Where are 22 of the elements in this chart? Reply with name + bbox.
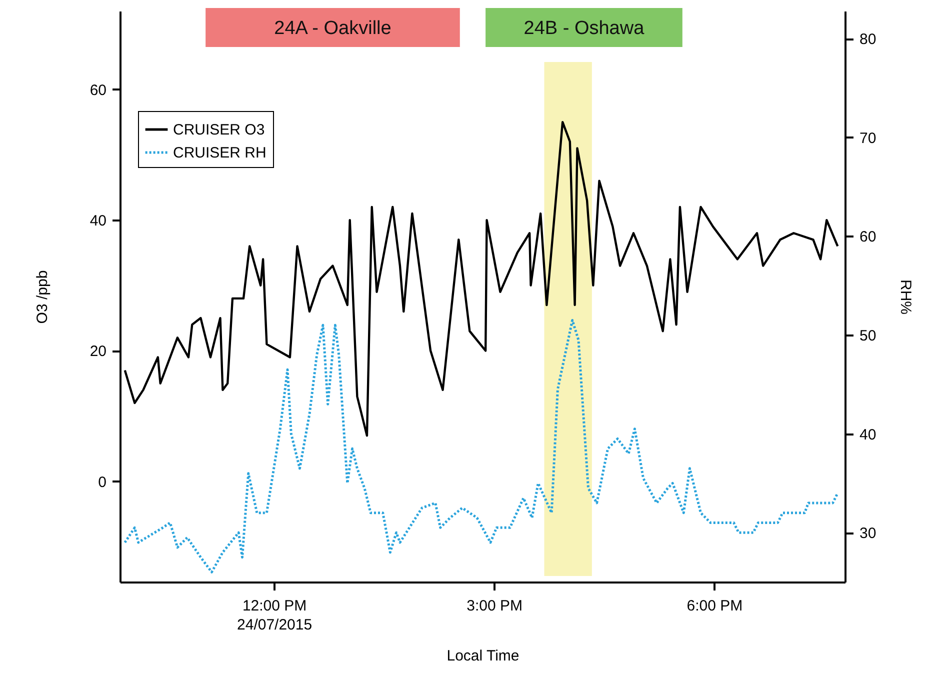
line-series	[124, 120, 839, 437]
y2-tick-label: 30	[860, 525, 876, 542]
y2-tick-label: 80	[860, 31, 876, 48]
band-label: 24A - Oakville	[274, 18, 392, 39]
y-axis-title: O3 /ppb	[34, 270, 51, 324]
y2-axis-title: RH%	[897, 279, 914, 315]
y2-tick-label: 60	[860, 228, 876, 246]
line-series	[124, 318, 839, 574]
x-axis-title: Local Time	[446, 648, 520, 664]
legend-label: CRUISER RH	[173, 144, 266, 162]
y2-tick-label: 50	[860, 328, 876, 345]
y2-tick-label: 70	[860, 130, 876, 147]
y-tick-label: 40	[90, 212, 106, 230]
band-label: 24B - Oshawa	[524, 18, 645, 39]
y-tick-label: 20	[90, 343, 106, 360]
y-tick-label: 0	[98, 474, 106, 491]
y-tick-label: 60	[90, 82, 106, 99]
legend-label: CRUISER O3	[173, 122, 265, 138]
x-tick-label: 3:00 PM	[466, 598, 523, 614]
x-tick-label: 12:00 PM 24/07/2015	[237, 598, 312, 634]
y2-tick-label: 40	[860, 426, 876, 444]
x-tick-label: 6:00 PM	[686, 598, 743, 614]
